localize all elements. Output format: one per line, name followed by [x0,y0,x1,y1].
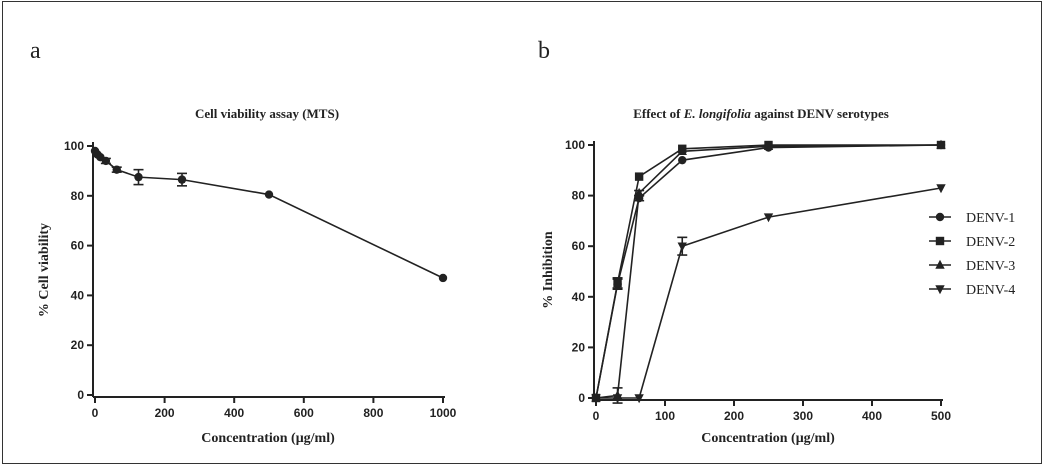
chart-a-y-tick-label: 20 [71,338,85,352]
chart-a-data-point [112,165,121,174]
chart-b-y-tick-label: 80 [572,189,586,203]
panel-letter-b: b [538,38,550,64]
legend-marker [935,259,945,269]
chart-b-series-denv-2 [591,140,946,403]
chart-a-title: Cell viability assay (MTS) [195,106,339,121]
chart-b-title-part-3: against DENV serotypes [751,106,889,121]
chart-b-xlabel: Concentration (μg/ml) [701,431,835,446]
chart-b-x-tick-label: 400 [862,409,882,423]
legend-item-denv-4: DENV-4 [929,283,1015,298]
chart-a-y-tick-label: 100 [64,139,84,153]
chart-b-x-tick-label: 200 [724,409,744,423]
legend-item-denv-1: DENV-1 [929,211,1015,226]
chart-a-x-tick-label: 200 [155,406,175,420]
legend-marker [935,212,945,222]
chart-b-data-point [677,242,687,252]
chart-a-y-tick-label: 0 [77,388,84,402]
chart-a-x-tick-label: 1000 [430,406,457,420]
chart-b-y-tick-label: 0 [578,391,585,405]
chart-a-series-0 [90,146,448,283]
chart-b-data-point [677,146,687,156]
chart-b-data-point [763,141,774,150]
chart-a-x-tick-label: 400 [224,406,244,420]
chart-a-data-point [101,156,111,166]
chart-b-series-denv-4 [591,184,946,404]
chart-b-plot: 0 20 40 60 80 100 0 100 200 300 400 500 [565,138,951,423]
chart-a-xlabel: Concentration (μg/ml) [201,431,335,446]
chart-b-series-denv-3 [591,139,946,404]
chart-b-data-point [763,213,774,223]
legend-label: DENV-4 [966,283,1015,298]
legend-item-denv-2: DENV-2 [929,235,1015,250]
chart-b-x-tick-label: 300 [793,409,813,423]
legend-marker [935,285,945,295]
chart-a-x-tick-label: 0 [92,406,99,420]
chart-b-data-point [936,184,946,194]
chart-a-data-point [134,172,143,182]
chart-b-y-tick-label: 40 [572,290,586,304]
chart-a-data-point [264,190,274,199]
chart-b-series-line [595,144,942,399]
chart-a-ylabel: % Cell viability [37,223,52,317]
chart-a-y-tick-label: 60 [71,239,85,253]
chart-b-legend: DENV-1 DENV-2 DENV-3 DENV-4 [929,211,1015,298]
chart-b-y-tick-label: 20 [572,340,586,354]
legend-label: DENV-2 [966,235,1015,250]
chart-b-data-point [612,394,623,404]
legend-label: DENV-3 [966,259,1015,274]
chart-b-y-tick-label: 60 [572,239,586,253]
chart-b-data-point [936,139,946,149]
chart-b-x-tick-label: 100 [655,409,675,423]
chart-b-series-denv-1 [591,140,946,403]
chart-b-series-line [596,187,942,399]
chart-a-y-tick-label: 40 [71,288,85,302]
chart-b-title-part-1: Effect of [633,106,684,121]
chart-b-series-line [595,144,941,399]
chart-b-ylabel: % Inhibition [541,231,556,309]
chart-a-x-tick-label: 600 [294,406,314,420]
chart-b-data-point [613,278,622,288]
chart-a-x-tick-label: 800 [363,406,383,420]
legend-marker [935,236,945,246]
chart-b-y-tick-label: 100 [565,138,585,152]
chart-a-data-point [177,175,187,184]
panel-letter-a: a [30,38,41,64]
chart-b-title: Effect of E. longifolia against DENV ser… [633,106,889,121]
chart-b-title-italic: E. longifolia [683,106,752,121]
legend-item-denv-3: DENV-3 [929,259,1015,274]
chart-b-x-tick-label: 500 [931,409,951,423]
chart-b-data-point [634,172,644,181]
chart-b-data-point [634,394,644,404]
chart-a-series-line [94,150,444,279]
chart-b-data-point [678,155,687,165]
chart-b-data-point [634,187,644,197]
chart-a-y-tick-label: 80 [71,189,85,203]
chart-b-data-point [591,394,601,404]
legend-label: DENV-1 [966,211,1015,226]
chart-a-data-point [438,273,448,283]
chart-b-x-tick-label: 0 [593,409,600,423]
chart-b-series-line [595,144,942,399]
